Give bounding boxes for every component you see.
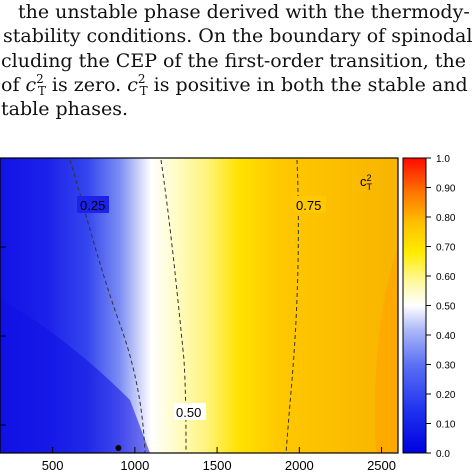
math-symbol: c xyxy=(127,74,138,96)
colorbar-tick-label: 0.50 xyxy=(436,302,456,313)
x-tick-label: 2500 xyxy=(367,458,396,473)
contour-line-0.25 xyxy=(69,159,146,454)
x-tick-label: 1500 xyxy=(203,458,232,473)
math-superscript: 2 xyxy=(36,72,44,86)
text-line-3: cluding the CEP of the first-order trans… xyxy=(1,50,466,72)
colorbar xyxy=(402,157,427,454)
x-tick-label: 500 xyxy=(42,458,64,473)
contour-label-bg xyxy=(174,403,206,420)
contour-label-bg xyxy=(77,196,109,213)
text-line-5: table phases. xyxy=(1,98,128,120)
x-tick-label: 2000 xyxy=(285,458,314,473)
text-line-1: the unstable phase derived with the ther… xyxy=(18,1,470,23)
math-subscript: T xyxy=(139,84,148,98)
colorbar-tick-label: 0.60 xyxy=(436,272,456,283)
contour-label-0.75: 0.75 xyxy=(296,198,321,213)
quantity-superscript: 2 xyxy=(367,173,372,183)
heatmap-high-region xyxy=(374,245,398,453)
colorbar-axis: 0.0 0.10 0.20 0.30 0.40 0.50 0.60 0.70 0.80 0.90 1… xyxy=(426,154,456,460)
colorbar-tick-label: 0.90 xyxy=(436,184,456,195)
text-segment: is positive in both the stable and xyxy=(147,74,468,96)
text-segment: of xyxy=(1,74,26,96)
plot-frame xyxy=(0,157,399,454)
colorbar-tick-label: 0.40 xyxy=(436,331,456,342)
quantity-label: c2 T xyxy=(360,173,373,192)
colorbar-tick-label: 0.70 xyxy=(436,243,456,254)
x-tick-label: 1000 xyxy=(120,458,149,473)
cep-marker xyxy=(115,445,122,451)
contour-label-0.25: 0.25 xyxy=(80,198,105,213)
text-segment: is zero. xyxy=(45,74,128,96)
colorbar-tick-label: 0.10 xyxy=(436,420,456,431)
math-subscript: T xyxy=(37,84,46,98)
math-symbol: c xyxy=(25,74,37,96)
paper-text: the unstable phase derived with the ther… xyxy=(0,0,474,140)
contour-label-bg xyxy=(294,196,326,213)
heatmap-low-region xyxy=(0,300,150,453)
math-superscript: 2 xyxy=(137,72,146,86)
colorbar-tick-label: 0.20 xyxy=(436,390,456,401)
text-line-2: stability conditions. On the boundary of… xyxy=(3,25,473,47)
quantity-symbol: c xyxy=(360,174,367,189)
contour-label-0.50: 0.50 xyxy=(176,405,201,420)
colorbar-tick-label: 0.0 xyxy=(436,449,450,460)
colorbar-tick-label: 0.80 xyxy=(436,213,456,224)
x-axis: 500 1000 1500 2000 2500 xyxy=(42,447,396,473)
quantity-subscript: T xyxy=(367,182,373,192)
text-line-4: of c2T is zero. c2T is positive in both … xyxy=(1,73,468,97)
colorbar-tick-label: 0.30 xyxy=(436,361,456,372)
colorbar-tick-label: 1.0 xyxy=(436,154,450,165)
